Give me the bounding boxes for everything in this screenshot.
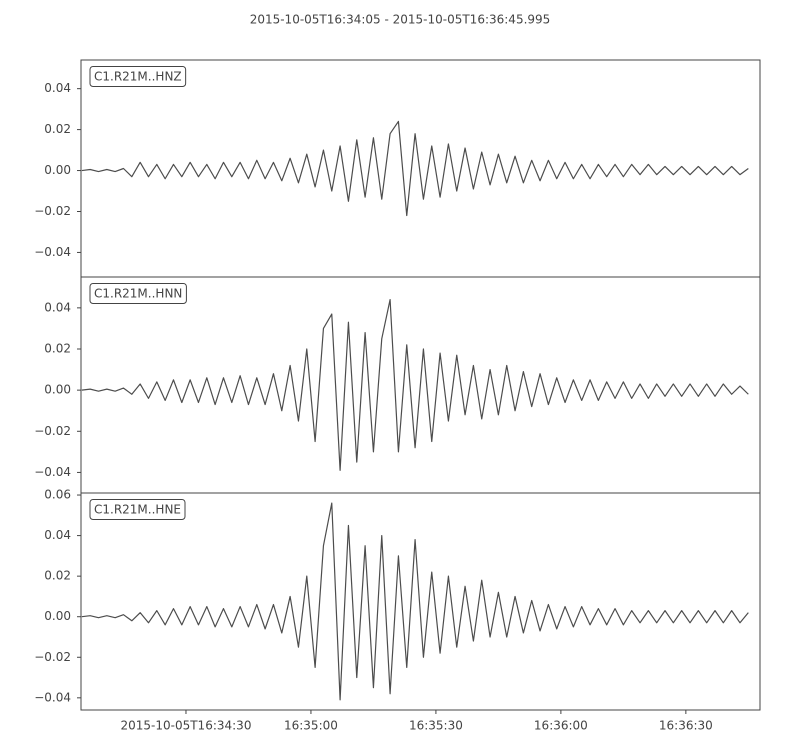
y-tick-label: 0.06 — [44, 488, 71, 502]
y-tick-label: −0.04 — [34, 690, 71, 704]
y-tick-label: 0.00 — [44, 609, 71, 623]
frame — [80, 59, 761, 278]
waveform — [81, 120, 749, 217]
x-tick-label: 16:35:30 — [409, 719, 463, 733]
y-tick-label: −0.02 — [34, 650, 71, 664]
y-tick-label: 0.02 — [44, 122, 71, 136]
y-tick-label: 0.00 — [44, 163, 71, 177]
trace-label-box — [89, 66, 187, 87]
y-tick-label: −0.04 — [34, 245, 71, 259]
x-tick-label: 16:35:00 — [284, 719, 338, 733]
y-tick-label: −0.02 — [34, 424, 71, 438]
trace-label: C1.R21M..HNZ — [94, 70, 182, 84]
frame — [80, 492, 761, 711]
x-tick-label: 16:36:30 — [659, 719, 713, 733]
y-tick-label: 0.02 — [44, 569, 71, 583]
chart-title: 2015-10-05T16:34:05 - 2015-10-05T16:36:4… — [250, 13, 551, 27]
y-tick-label: 0.00 — [44, 383, 71, 397]
waveform — [81, 299, 749, 471]
y-tick-label: 0.04 — [44, 528, 71, 542]
y-tick-label: −0.04 — [34, 465, 71, 479]
y-tick-label: 0.02 — [44, 342, 71, 356]
trace-label-box — [89, 283, 187, 304]
trace-label: C1.R21M..HNE — [94, 503, 181, 517]
x-tick-label: 2015-10-05T16:34:30 — [120, 719, 251, 733]
trace-label-box — [89, 499, 186, 520]
x-tick-label: 16:36:00 — [534, 719, 588, 733]
y-tick-label: 0.04 — [44, 81, 71, 95]
waveform — [81, 502, 749, 701]
y-tick-label: 0.04 — [44, 300, 71, 314]
trace-label: C1.R21M..HNN — [94, 287, 182, 301]
y-tick-label: −0.02 — [34, 204, 71, 218]
